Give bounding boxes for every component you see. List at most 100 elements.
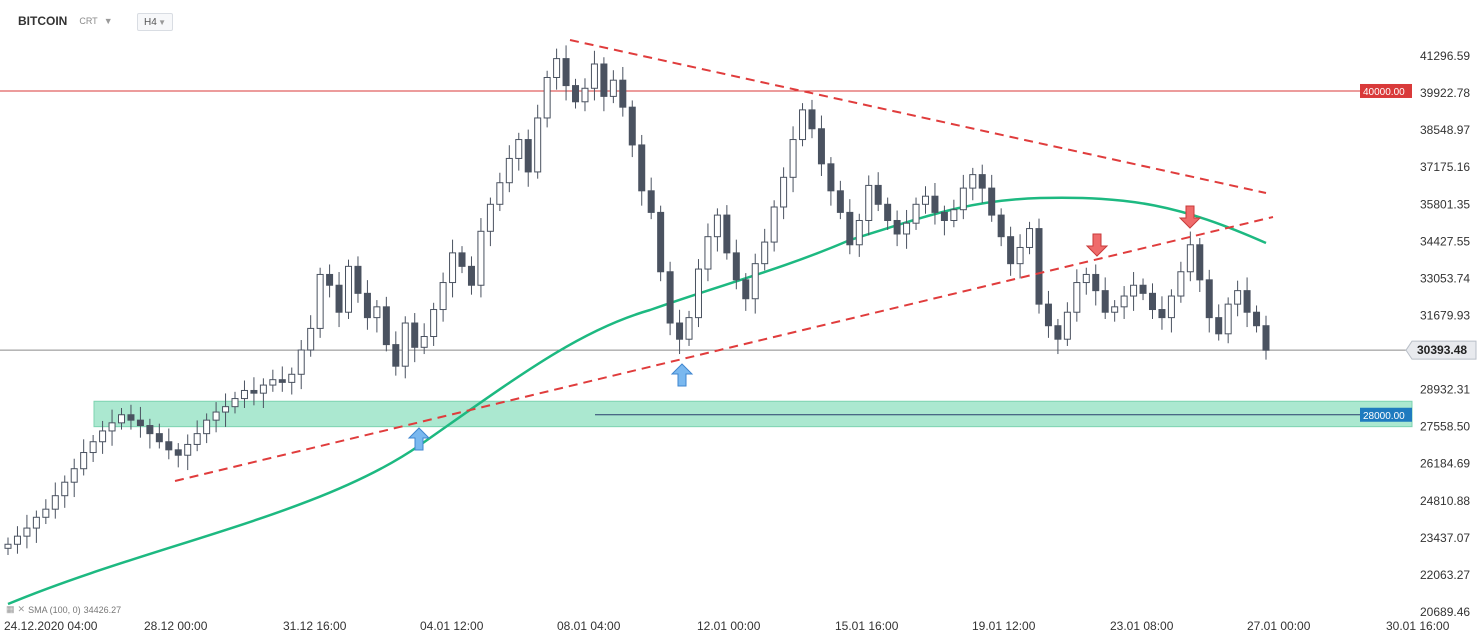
candle-body — [893, 219, 901, 235]
candle-body — [430, 309, 438, 338]
y-tick-label: 27558.50 — [1420, 420, 1470, 434]
candle-body — [912, 203, 920, 224]
candle-body — [1139, 284, 1147, 294]
candle-body — [666, 271, 674, 324]
indicator-legend[interactable]: ▦ ✕ SMA (100, 0) 34426.27 — [6, 604, 121, 615]
candle-body — [1026, 228, 1034, 248]
candle-body — [1120, 295, 1128, 308]
candle-body — [326, 273, 334, 286]
arrow-up-icon — [670, 363, 694, 387]
current-price-label: 30393.48 — [1417, 343, 1467, 357]
chevron-down-icon[interactable]: ▼ — [103, 16, 113, 26]
candles — [4, 45, 1270, 556]
x-tick-label: 27.01 00:00 — [1247, 619, 1311, 633]
candle-body — [382, 306, 390, 346]
x-axis: 24.12.2020 04:00 28.12 00:00 31.12 16:00 04… — [4, 619, 1450, 633]
candle-body — [969, 174, 977, 189]
candle-body — [524, 139, 532, 173]
candle-body — [713, 214, 721, 238]
candle-body — [203, 419, 211, 435]
candle-body — [1234, 290, 1242, 305]
candle-body — [420, 336, 428, 348]
candle-body — [13, 535, 21, 545]
candle-body — [799, 109, 807, 141]
candle-body — [1063, 311, 1071, 340]
resistance-label: 40000.00 — [1363, 87, 1405, 98]
arrow-down-icon — [1085, 233, 1109, 257]
candle-body — [600, 63, 608, 97]
candle-body — [988, 187, 996, 216]
candle-body — [1243, 290, 1251, 313]
candle-body — [316, 273, 324, 329]
candle-body — [89, 441, 97, 454]
candle-body — [609, 79, 617, 97]
candle-body — [808, 109, 816, 130]
legend-value: 34426.27 — [83, 604, 122, 615]
candle-body — [1205, 279, 1213, 319]
candle-body — [921, 195, 929, 205]
candle-body — [345, 265, 353, 313]
y-tick-label: 28932.31 — [1420, 383, 1470, 397]
close-icon[interactable]: ✕ — [17, 604, 26, 614]
candle-body — [259, 384, 267, 394]
candle-body — [1073, 282, 1081, 313]
candle-body — [307, 327, 315, 351]
chevron-down-icon: ▼ — [158, 17, 166, 27]
support-badge — [1360, 407, 1412, 422]
candle-body — [1215, 317, 1223, 335]
candle-body — [817, 128, 825, 165]
x-tick-label: 23.01 08:00 — [1110, 619, 1174, 633]
ascending-trendline — [174, 216, 1274, 482]
y-tick-label: 24810.88 — [1420, 494, 1470, 508]
candle-body — [827, 163, 835, 192]
candle-body — [1111, 306, 1119, 313]
candle-body — [1186, 244, 1194, 273]
x-tick-label: 24.12.2020 04:00 — [4, 619, 98, 633]
candle-body — [240, 389, 248, 400]
candle-body — [486, 203, 494, 232]
y-axis: 41296.59 39922.78 38548.97 37175.16 35801.35… — [1420, 49, 1470, 619]
candle-body — [439, 282, 447, 311]
candle-body — [1262, 325, 1270, 351]
price-badges: 40000.00 28000.00 30393.48 — [1360, 83, 1477, 422]
y-tick-label: 37175.16 — [1420, 160, 1470, 174]
y-tick-label: 41296.59 — [1420, 49, 1470, 63]
candle-body — [51, 495, 59, 510]
candle-body — [638, 144, 646, 192]
x-tick-label: 12.01 00:00 — [697, 619, 761, 633]
candle-body — [458, 252, 466, 267]
candle-body — [165, 441, 173, 451]
y-tick-label: 39922.78 — [1420, 86, 1470, 100]
candle-body — [1054, 325, 1062, 340]
symbol-header[interactable]: BITCOIN CRT ▼ — [18, 10, 113, 32]
candle-body — [978, 174, 986, 189]
arrow-down-icon — [1178, 205, 1202, 229]
current-price-badge — [1405, 340, 1477, 360]
candle-body — [32, 516, 40, 529]
candle-body — [874, 184, 882, 205]
descending-trendline — [569, 39, 1267, 194]
support-label: 28000.00 — [1363, 411, 1405, 422]
support-zone-rect — [93, 400, 1413, 428]
timeframe-select[interactable]: H4 ▼ — [137, 13, 173, 31]
candle-body — [590, 63, 598, 89]
data-source: CRT — [79, 16, 98, 26]
candle-body — [1196, 244, 1204, 281]
y-tick-label: 34427.55 — [1420, 234, 1470, 248]
candle-body — [1101, 290, 1109, 313]
candle-body — [174, 449, 182, 456]
candle-body — [1007, 236, 1015, 265]
candle-body — [581, 87, 589, 103]
y-tick-label: 33053.74 — [1420, 271, 1470, 285]
candle-body — [146, 425, 154, 435]
x-tick-label: 04.01 12:00 — [420, 619, 484, 633]
candle-body — [1224, 303, 1232, 335]
settings-icon[interactable]: ▦ — [6, 604, 15, 614]
candle-body — [1167, 295, 1175, 319]
candle-body — [222, 406, 230, 413]
candle-body — [231, 398, 239, 408]
candle-body — [1253, 311, 1261, 327]
candle-body — [477, 230, 485, 286]
candle-body — [761, 241, 769, 265]
